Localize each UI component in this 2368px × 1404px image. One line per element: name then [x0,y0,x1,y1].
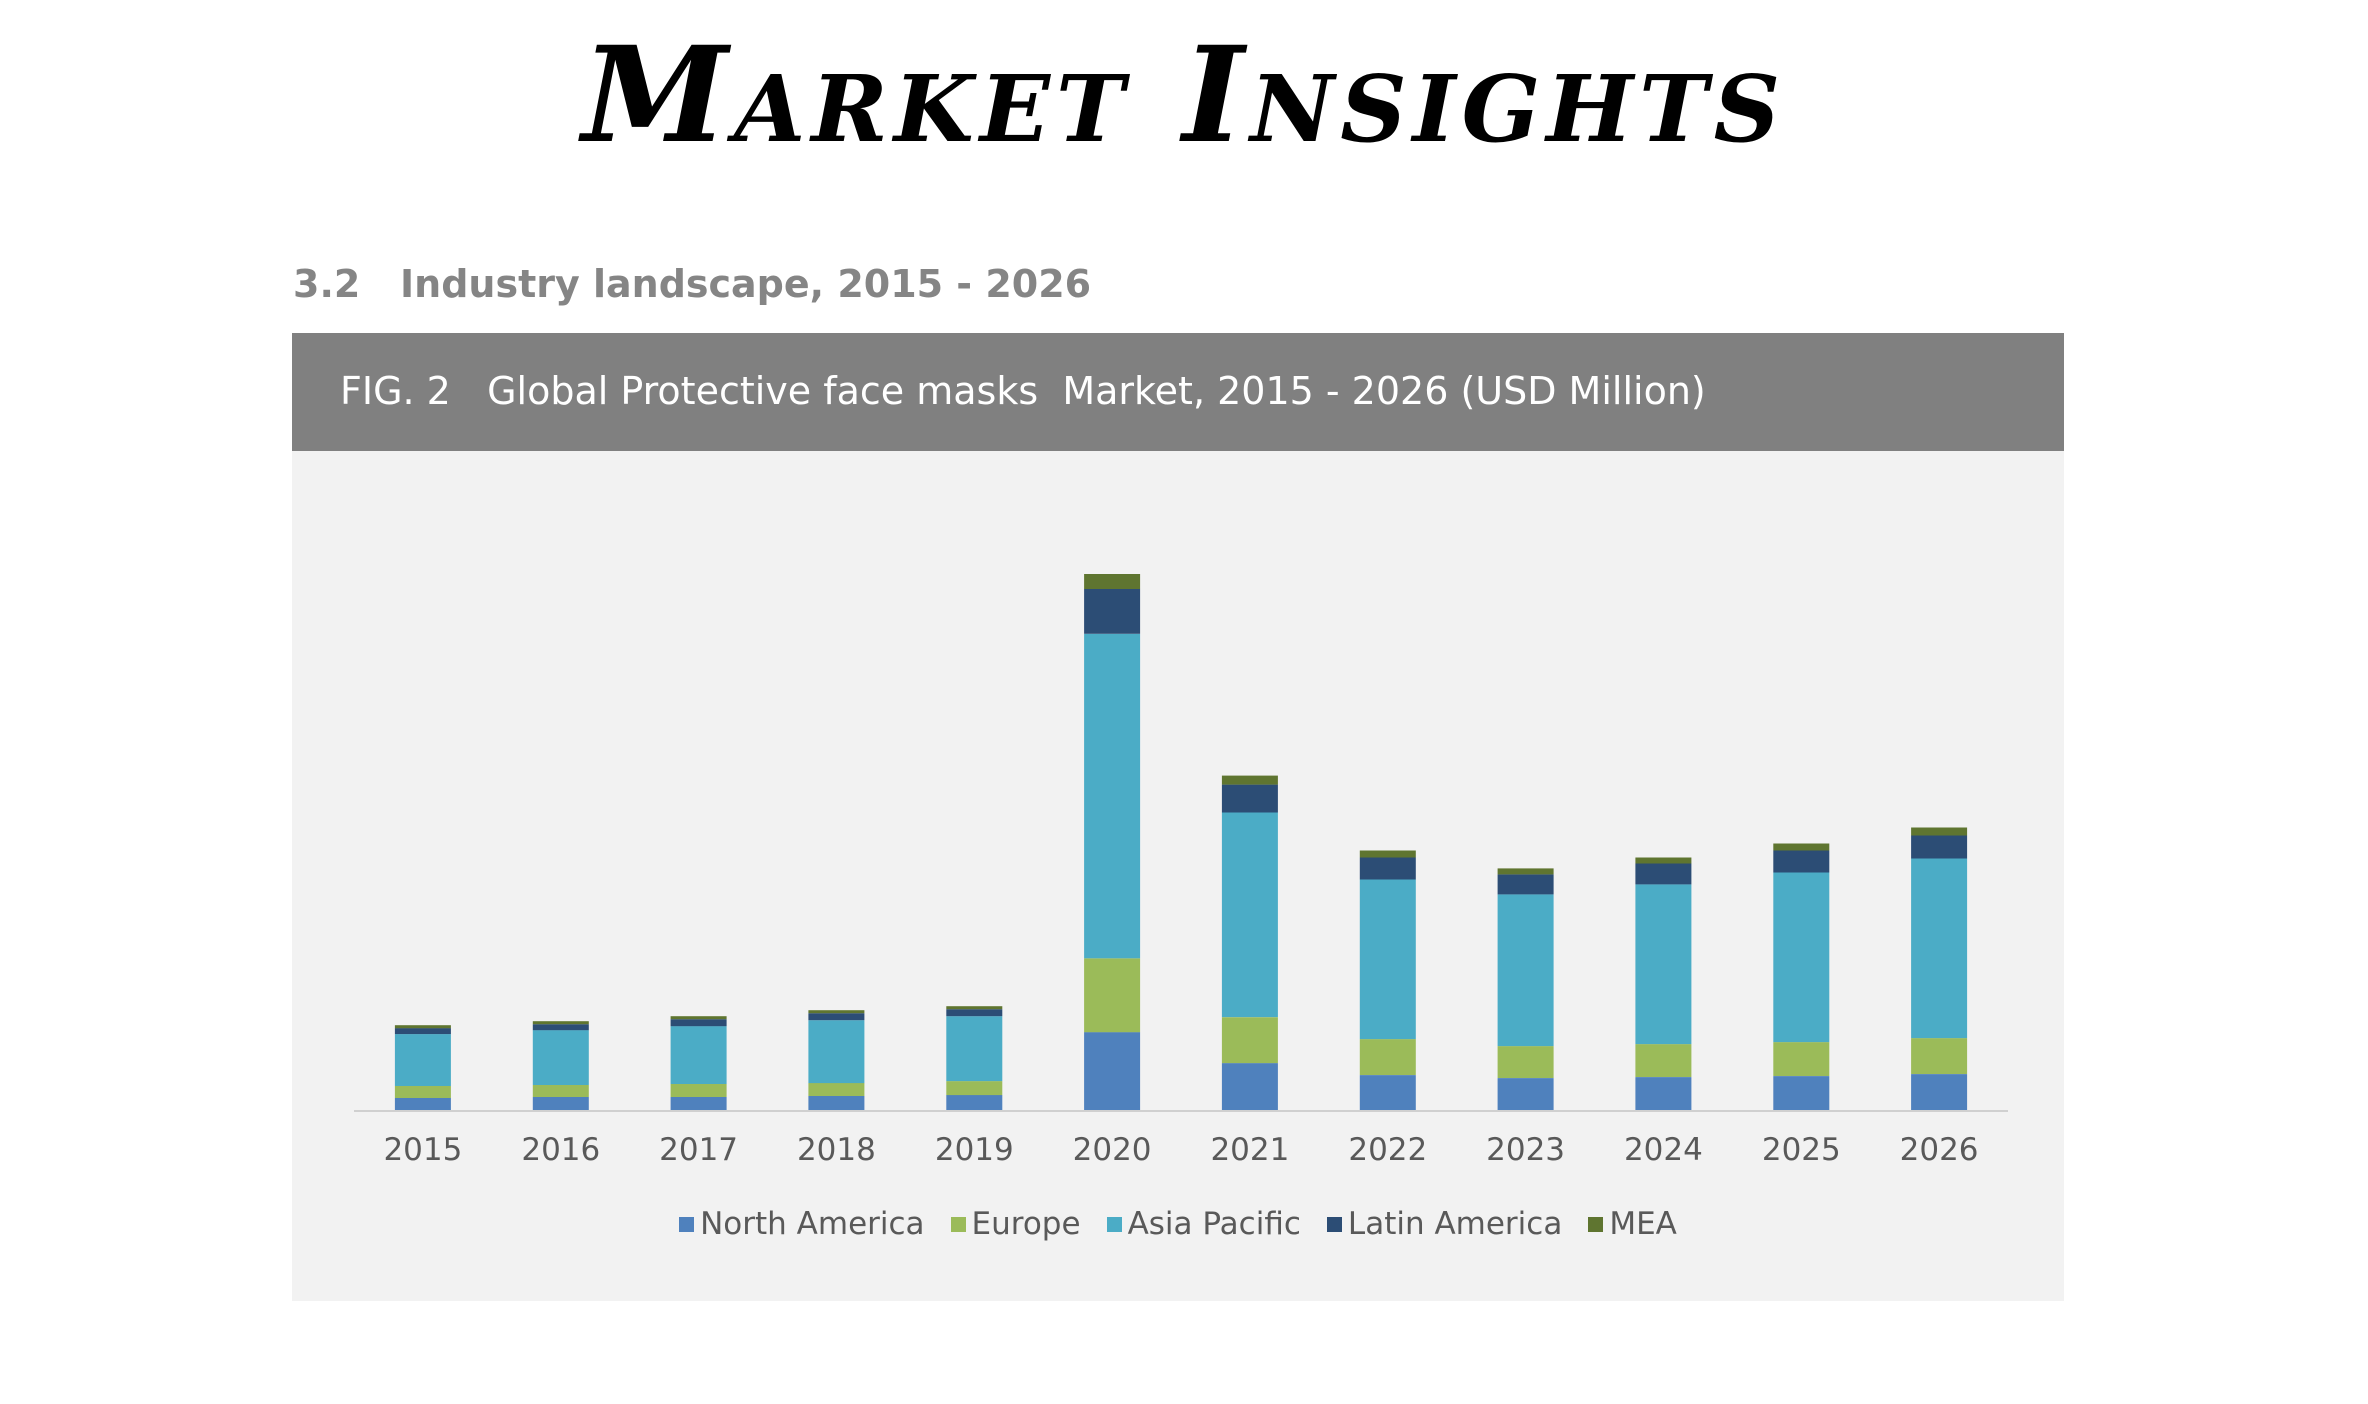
x-tick-label-2021: 2021 [1210,1132,1289,1168]
legend-item-north-america: North America [679,1206,925,1242]
bar-segment-europe-2018 [808,1083,865,1096]
x-tick-label-2019: 2019 [935,1132,1014,1168]
bar-segment-latin-america-2024 [1635,863,1692,885]
page-title: Market Insights [581,18,1787,173]
chart-legend: North America Europe Asia Pacific Latin Ame… [292,1206,2064,1242]
bar-segment-north-america-2015 [394,1098,451,1110]
bar-segment-north-america-2019 [946,1095,1003,1110]
bar-segment-asia-pacific-2022 [1359,879,1416,1040]
bar-segment-latin-america-2022 [1359,857,1416,880]
bar-segment-latin-america-2017 [670,1019,727,1027]
bar-segment-latin-america-2016 [532,1024,589,1031]
bar-segment-asia-pacific-2026 [1911,858,1968,1039]
bar-segment-north-america-2022 [1359,1075,1416,1110]
bar-segment-mea-2022 [1359,850,1416,858]
bar-segment-north-america-2016 [532,1097,589,1110]
legend-item-mea: MEA [1588,1206,1677,1242]
bar-segment-north-america-2018 [808,1096,865,1110]
figure-title: FIG. 2 Global Protective face masks Mark… [340,369,1706,413]
bar-segment-asia-pacific-2025 [1773,872,1830,1043]
legend-swatch [1588,1216,1604,1232]
bar-segment-north-america-2020 [1084,1032,1141,1110]
bar-segment-north-america-2017 [670,1097,727,1110]
bar-segment-mea-2023 [1497,868,1554,875]
legend-label: North America [700,1206,925,1242]
bar-segment-mea-2026 [1911,827,1968,836]
bar-segment-latin-america-2020 [1084,588,1141,634]
x-tick-label-2018: 2018 [797,1132,876,1168]
bar-segment-europe-2017 [670,1084,727,1097]
bar-segment-latin-america-2019 [946,1009,1003,1017]
bar-segment-latin-america-2015 [394,1028,451,1035]
legend-label: Asia Pacific [1127,1206,1301,1242]
legend-swatch [950,1216,966,1232]
bar-segment-europe-2020 [1084,958,1141,1033]
bar-segment-europe-2025 [1773,1042,1830,1076]
bar-segment-europe-2021 [1221,1017,1278,1064]
legend-item-latin-america: Latin America [1326,1206,1563,1242]
legend-swatch [679,1216,695,1232]
x-tick-label-2020: 2020 [1073,1132,1152,1168]
x-tick-label-2017: 2017 [659,1132,738,1168]
bar-segment-asia-pacific-2020 [1084,633,1141,959]
bar-segment-mea-2018 [808,1010,865,1014]
bar-segment-north-america-2021 [1221,1063,1278,1110]
bar-segment-asia-pacific-2019 [946,1016,1003,1082]
bar-segment-mea-2024 [1635,857,1692,864]
legend-label: MEA [1609,1206,1677,1242]
bar-segment-asia-pacific-2024 [1635,884,1692,1045]
bar-segment-europe-2019 [946,1081,1003,1096]
bar-segment-latin-america-2021 [1221,784,1278,813]
x-tick-label-2015: 2015 [383,1132,462,1168]
bar-segment-north-america-2024 [1635,1077,1692,1110]
chart-panel: 2015 2016 2017 2018 2019 2020 2021 2022 2023 2024… [292,451,2064,1301]
bar-segment-latin-america-2026 [1911,835,1968,859]
bar-segment-north-america-2023 [1497,1078,1554,1110]
section-heading: 3.2 Industry landscape, 2015 - 2026 [293,262,1092,306]
x-tick-label-2024: 2024 [1624,1132,1703,1168]
bar-segment-europe-2026 [1911,1038,1968,1074]
bar-segment-asia-pacific-2021 [1221,812,1278,1018]
bar-segment-mea-2020 [1084,574,1141,589]
legend-swatch [1326,1216,1342,1232]
x-tick-label-2023: 2023 [1486,1132,1565,1168]
x-tick-label-2025: 2025 [1762,1132,1841,1168]
bar-segment-europe-2016 [532,1085,589,1097]
x-tick-label-2016: 2016 [521,1132,600,1168]
x-tick-label-2022: 2022 [1348,1132,1427,1168]
bar-segment-latin-america-2018 [808,1013,865,1021]
bar-segment-mea-2016 [532,1021,589,1025]
bar-segment-north-america-2026 [1911,1074,1968,1110]
legend-item-asia-pacific: Asia Pacific [1106,1206,1301,1242]
bar-segment-asia-pacific-2016 [532,1030,589,1085]
legend-label: Latin America [1347,1206,1563,1242]
bar-segment-mea-2025 [1773,843,1830,851]
legend-label: Europe [971,1206,1081,1242]
x-tick-label-2026: 2026 [1900,1132,1979,1168]
bar-segment-mea-2015 [394,1025,451,1029]
figure-header: FIG. 2 Global Protective face masks Mark… [292,333,2064,451]
bar-segment-europe-2022 [1359,1039,1416,1075]
bar-segment-mea-2021 [1221,775,1278,785]
bar-segment-europe-2015 [394,1086,451,1098]
bar-segment-asia-pacific-2023 [1497,894,1554,1047]
stacked-bar-chart: 2015 2016 2017 2018 2019 2020 2021 2022 2023 2024… [354,574,2008,1168]
bar-segment-asia-pacific-2017 [670,1026,727,1084]
bar-segment-europe-2024 [1635,1044,1692,1077]
bar-segment-north-america-2025 [1773,1076,1830,1110]
bar-segment-latin-america-2023 [1497,874,1554,895]
bar-segment-mea-2019 [946,1006,1003,1010]
bar-segment-asia-pacific-2015 [394,1034,451,1086]
bar-segment-latin-america-2025 [1773,850,1830,873]
bar-segment-mea-2017 [670,1016,727,1020]
bar-segment-europe-2023 [1497,1046,1554,1078]
bar-segment-asia-pacific-2018 [808,1020,865,1084]
legend-swatch [1106,1216,1122,1232]
legend-item-europe: Europe [950,1206,1081,1242]
